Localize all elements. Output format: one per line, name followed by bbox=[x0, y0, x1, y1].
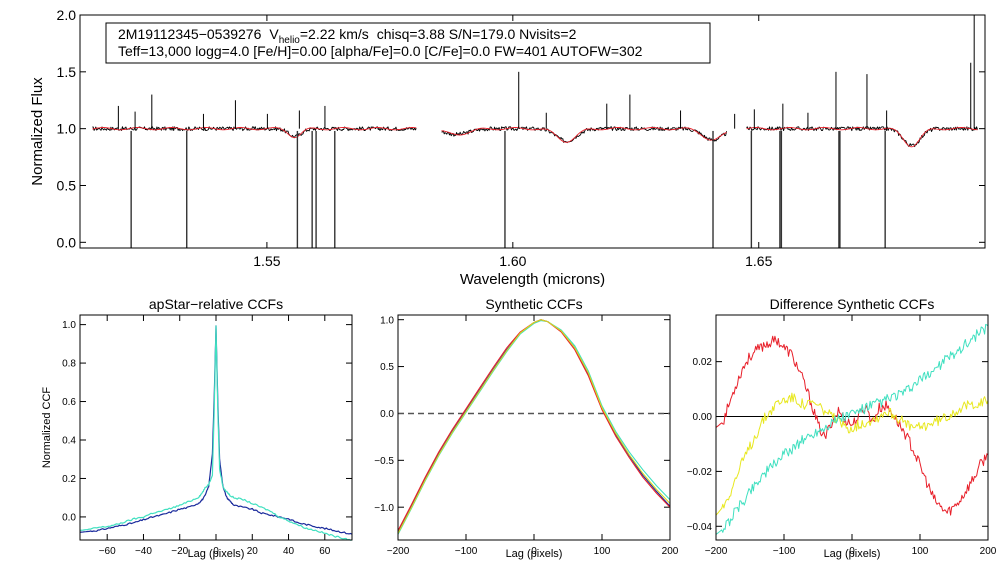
apstar-ccf-line-2 bbox=[79, 325, 353, 541]
difference-ccf-xtick-label: 0 bbox=[849, 546, 855, 557]
spectrum-ytick-label: 2.0 bbox=[57, 7, 77, 23]
legend-fit-stats: chisq=3.88 S/N=179.0 Nvisits=2 bbox=[377, 26, 577, 42]
apstar-ccf-title: apStar−relative CCFs bbox=[149, 296, 283, 312]
difference-ccf-xtick-label: 100 bbox=[912, 546, 929, 557]
difference-ccf-xtick-label: 200 bbox=[980, 546, 997, 557]
difference-ccf-plot-frame bbox=[715, 314, 989, 541]
difference-ccf-panel: −200 −100 0 100 200 −0.04 −0.02 0.00 0.02 Differ… bbox=[687, 296, 997, 560]
apstar-ccf-ytick-label: 1.0 bbox=[62, 320, 76, 331]
synthetic-ccf-xtick-label: 100 bbox=[594, 546, 611, 557]
observed-spectrum-segment bbox=[92, 126, 417, 139]
synthetic-ccf-ytick-label: 0.0 bbox=[380, 409, 394, 420]
difference-ccf-ytick-label: 0.02 bbox=[693, 357, 713, 368]
difference-ccf-axis-ticks: −200 −100 0 100 200 −0.04 −0.02 0.00 0.02 bbox=[687, 315, 997, 557]
difference-ccf-title: Difference Synthetic CCFs bbox=[770, 296, 935, 312]
synthetic-ccf-ytick-label: 0.5 bbox=[380, 362, 394, 373]
apstar-ccf-xtick-label: −40 bbox=[135, 546, 152, 557]
synthetic-ccf-xtick-label: 0 bbox=[531, 546, 537, 557]
apstar-ccf-xtick-label: −20 bbox=[171, 546, 188, 557]
legend-vhelio-value: =2.22 km/s bbox=[300, 26, 369, 42]
synthetic-ccf-panel: −200 −100 0 100 200 −1.0 −0.5 0.0 0.5 1.0 Synthet… bbox=[374, 296, 679, 560]
legend-vhelio-label: V bbox=[269, 26, 279, 42]
apstar-ccf-axis-ticks: −60 −40 −20 0 20 40 60 0.0 0.2 0.4 0.6 0.8 1.0 bbox=[62, 315, 352, 557]
legend-star-id: 2M19112345−0539276 bbox=[118, 26, 262, 42]
spectrum-legend-line2: Teff=13,000 logg=4.0 [Fe/H]=0.00 [alpha/… bbox=[118, 43, 643, 59]
synthetic-ccf-x-axis-label: Lag (pixels) bbox=[506, 548, 563, 560]
apstar-ccf-ytick-label: 0.4 bbox=[62, 436, 76, 447]
model-spectrum-segment bbox=[441, 127, 727, 143]
synthetic-ccf-axis-ticks: −200 −100 0 100 200 −1.0 −0.5 0.0 0.5 1.0 bbox=[374, 315, 679, 557]
synthetic-ccf-plot-frame bbox=[397, 314, 671, 541]
apstar-ccf-xtick-label: −60 bbox=[99, 546, 116, 557]
spectrum-legend-line1: 2M19112345−0539276 Vhelio=2.22 km/s chisq=… bbox=[118, 26, 577, 46]
synthetic-ccf-data bbox=[397, 319, 671, 535]
difference-ccf-data bbox=[715, 323, 989, 535]
spectrum-legend-box bbox=[105, 22, 711, 64]
difference-ccf-xtick-label: −100 bbox=[773, 546, 796, 557]
difference-ccf-ytick-label: −0.02 bbox=[687, 467, 713, 478]
apstar-ccf-xtick-label: 60 bbox=[319, 546, 331, 557]
spectrum-ytick-label: 1.0 bbox=[57, 121, 77, 137]
synthetic-ccf-ytick-label: −1.0 bbox=[374, 503, 394, 514]
synthetic-ccf-xtick-label: −200 bbox=[387, 546, 410, 557]
synthetic-ccf-xtick-label: 200 bbox=[662, 546, 679, 557]
difference-ccf-line-3 bbox=[715, 323, 989, 535]
apstar-ccf-plot-frame bbox=[79, 314, 353, 541]
apstar-ccf-panel: −60 −40 −20 0 20 40 60 0.0 0.2 0.4 0.6 0.8 1.0 apSta… bbox=[41, 296, 353, 560]
apstar-ccf-data bbox=[79, 325, 353, 541]
difference-ccf-ytick-label: −0.04 bbox=[687, 522, 713, 533]
difference-ccf-xtick-label: −200 bbox=[705, 546, 728, 557]
spectrum-ytick-label: 0.5 bbox=[57, 178, 77, 194]
spectrum-axis-ticks: 1.55 1.60 1.65 0.0 0.5 1.0 1.5 2.0 bbox=[57, 7, 985, 269]
apstar-ccf-x-axis-label: Lag (pixels) bbox=[188, 548, 245, 560]
apstar-ccf-xtick-label: 40 bbox=[283, 546, 295, 557]
spectrum-plot-frame bbox=[79, 14, 986, 249]
difference-ccf-x-axis-label: Lag (pixels) bbox=[824, 548, 881, 560]
legend-vhelio-subscript: helio bbox=[279, 35, 301, 46]
apstar-ccf-ytick-label: 0.6 bbox=[62, 397, 76, 408]
spectrum-xtick-label: 1.55 bbox=[253, 253, 280, 269]
spectrum-ytick-label: 1.5 bbox=[57, 64, 77, 80]
synthetic-ccf-title: Synthetic CCFs bbox=[485, 296, 582, 312]
synthetic-ccf-ytick-label: −0.5 bbox=[374, 456, 394, 467]
spectrum-xtick-label: 1.65 bbox=[745, 253, 772, 269]
apstar-ccf-y-axis-label: Normalized CCF bbox=[41, 387, 53, 469]
apstar-ccf-ytick-label: 0.8 bbox=[62, 359, 76, 370]
difference-ccf-ytick-label: 0.00 bbox=[693, 412, 713, 423]
model-spectrum-segment bbox=[746, 127, 978, 148]
synthetic-ccf-xtick-label: −100 bbox=[455, 546, 478, 557]
synthetic-ccf-line-4 bbox=[397, 319, 671, 534]
spectrum-data bbox=[92, 15, 978, 248]
spectrum-panel: 1.55 1.60 1.65 0.0 0.5 1.0 1.5 2.0 2M19112345−0… bbox=[29, 7, 986, 288]
difference-ccf-line-2 bbox=[715, 392, 989, 516]
synthetic-ccf-ytick-label: 1.0 bbox=[380, 315, 394, 326]
observed-spectrum-segment bbox=[441, 126, 728, 144]
apstar-ccf-ytick-label: 0.2 bbox=[62, 474, 76, 485]
apstar-ccf-xtick-label: 20 bbox=[247, 546, 259, 557]
spectrum-legend: 2M19112345−0539276 Vhelio=2.22 km/s chisq=… bbox=[105, 22, 711, 64]
apstar-ccf-ytick-label: 0.0 bbox=[62, 513, 76, 524]
apstar-ccf-xtick-label: 0 bbox=[213, 546, 219, 557]
difference-ccf-line-1 bbox=[715, 335, 989, 516]
spectrum-ytick-label: 0.0 bbox=[57, 234, 77, 250]
spectrum-xtick-label: 1.60 bbox=[499, 253, 526, 269]
spectrum-x-axis-label: Wavelength (microns) bbox=[460, 271, 605, 288]
model-spectrum-segment bbox=[92, 127, 417, 139]
spectrum-y-axis-label: Normalized Flux bbox=[29, 77, 46, 186]
